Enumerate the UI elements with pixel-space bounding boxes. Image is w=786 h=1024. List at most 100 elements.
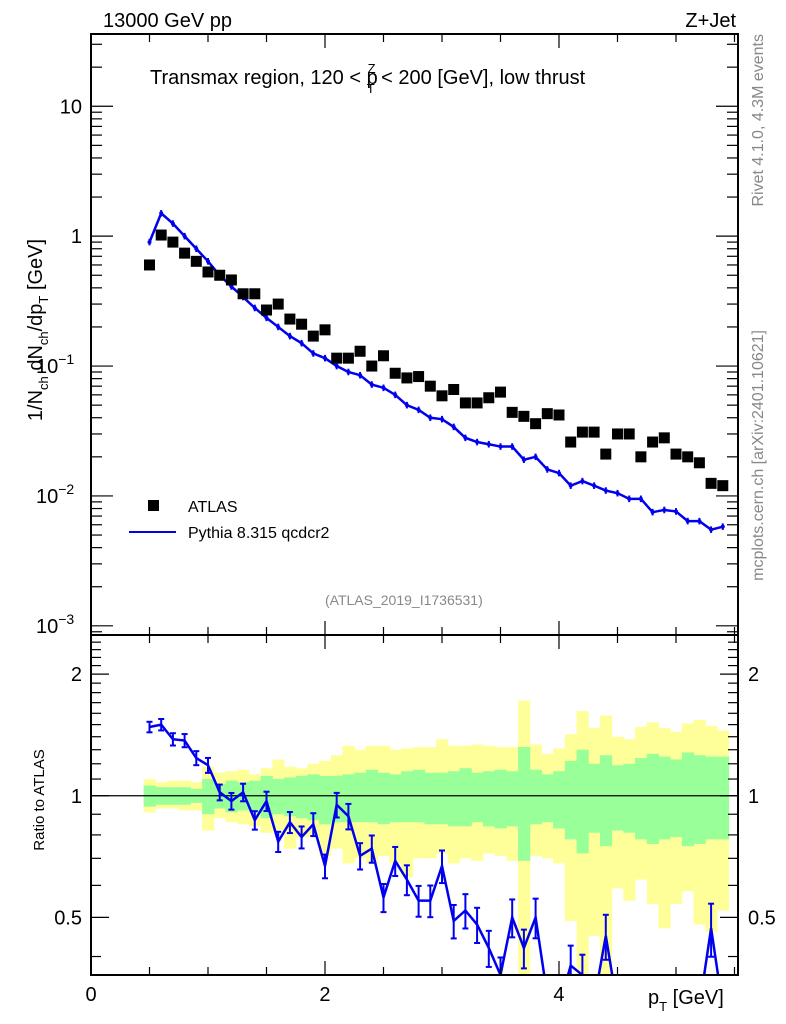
atlas-point <box>576 426 588 438</box>
atlas-point <box>307 330 319 342</box>
atlas-point <box>553 409 565 421</box>
stat-uncertainty-band <box>272 779 285 815</box>
pythia-point <box>393 392 398 397</box>
stat-uncertainty-band <box>588 763 601 833</box>
atlas-point <box>588 426 600 438</box>
atlas-point <box>389 367 401 379</box>
pythia-point <box>311 351 316 356</box>
atlas-point <box>565 436 577 448</box>
title-sub: T <box>367 81 375 96</box>
stat-uncertainty-band <box>471 772 484 823</box>
pythia-point <box>287 334 292 339</box>
atlas-point <box>635 451 647 463</box>
ratio-y-tick-label-right: 2 <box>748 664 759 686</box>
pythia-point <box>709 527 714 532</box>
atlas-point <box>459 397 471 409</box>
pythia-point <box>147 240 152 245</box>
stat-uncertainty-band <box>635 758 648 840</box>
atlas-point <box>272 298 284 310</box>
legend-atlas-marker <box>148 500 159 511</box>
atlas-point <box>377 350 389 362</box>
atlas-point <box>284 313 296 325</box>
stat-uncertainty-band <box>518 747 531 861</box>
atlas-point <box>658 432 670 444</box>
atlas-point <box>202 266 214 278</box>
stat-uncertainty-band <box>693 755 706 844</box>
atlas-point <box>249 288 261 300</box>
atlas-point <box>354 345 366 357</box>
stat-uncertainty-band <box>436 772 449 825</box>
stat-uncertainty-band <box>716 756 730 840</box>
atlas-point <box>483 392 495 404</box>
pythia-point <box>580 479 585 484</box>
atlas-point <box>530 418 542 430</box>
stat-uncertainty-band <box>681 752 695 847</box>
atlas-point <box>296 318 308 330</box>
atlas-point <box>471 397 483 409</box>
atlas-point <box>237 288 249 300</box>
stat-uncertainty-band <box>248 780 262 813</box>
stat-uncertainty-band <box>658 756 671 840</box>
x-tick-label: 0 <box>85 984 96 1006</box>
atlas-point <box>518 410 530 422</box>
pythia-point <box>416 407 421 412</box>
pythia-line <box>148 211 724 532</box>
y-tick-label: 10−2 <box>36 481 74 508</box>
stat-uncertainty-band <box>307 774 320 821</box>
pythia-point <box>603 488 608 493</box>
pythia-point <box>404 403 409 408</box>
ratio-y-tick-label-left: 0.5 <box>54 907 82 929</box>
atlas-point <box>623 428 635 440</box>
stat-uncertainty-band <box>202 779 215 815</box>
pythia-point <box>662 507 667 512</box>
stat-uncertainty-band <box>319 775 332 825</box>
y-tick-label: 10−3 <box>36 611 74 638</box>
atlas-point <box>436 390 448 402</box>
pythia-point <box>439 417 444 422</box>
stat-uncertainty-band <box>541 774 554 823</box>
atlas-point <box>541 408 553 420</box>
atlas-point <box>319 324 331 336</box>
atlas-point <box>693 457 705 469</box>
stat-uncertainty-band <box>389 774 402 823</box>
atlas-point <box>647 436 659 448</box>
atlas-point <box>600 448 612 460</box>
atlas-point <box>342 352 354 364</box>
pythia-point <box>334 364 339 369</box>
pythia-point <box>568 483 573 488</box>
x-axis-label: pT [GeV] <box>648 987 724 1014</box>
pythia-point <box>381 385 386 390</box>
atlas-point <box>143 259 155 271</box>
atlas-point <box>225 274 237 286</box>
main-ylabel-text: 1/Nch dNch/dpT [GeV] <box>25 239 51 421</box>
ratio-y-tick-label-left: 1 <box>71 786 82 808</box>
atlas-point <box>413 371 425 383</box>
pythia-point <box>369 382 374 387</box>
stat-uncertainty-band <box>482 771 496 827</box>
atlas-point <box>260 304 272 316</box>
main-frame <box>90 33 739 636</box>
stat-uncertainty-band <box>295 775 308 819</box>
stat-uncertainty-band <box>553 771 566 829</box>
main-ylabel: 1/Nch dNch/dpT [GeV] <box>25 239 51 421</box>
atlas-point <box>494 386 506 398</box>
stat-uncertainty-band <box>494 769 507 829</box>
stat-uncertainty-band <box>611 765 624 831</box>
ratio-y-tick-label-right: 0.5 <box>748 907 776 929</box>
pythia-point <box>252 305 257 310</box>
atlas-point <box>366 360 378 372</box>
atlas-point <box>214 269 226 281</box>
pythia-point <box>545 467 550 472</box>
rivet-label: Rivet 4.1.0, 4.3M events <box>750 34 767 207</box>
pythia-point <box>428 415 433 420</box>
pythia-point <box>615 491 620 496</box>
atlas-point <box>506 406 518 418</box>
pythia-point <box>299 341 304 346</box>
mcplots-label: mcplots.cern.ch [arXiv:2401.10621] <box>750 330 767 581</box>
pythia-point <box>358 373 363 378</box>
pythia-point <box>697 519 702 524</box>
stat-uncertainty-band <box>459 768 472 827</box>
pythia-point <box>182 234 187 239</box>
stat-uncertainty-band <box>623 763 636 833</box>
